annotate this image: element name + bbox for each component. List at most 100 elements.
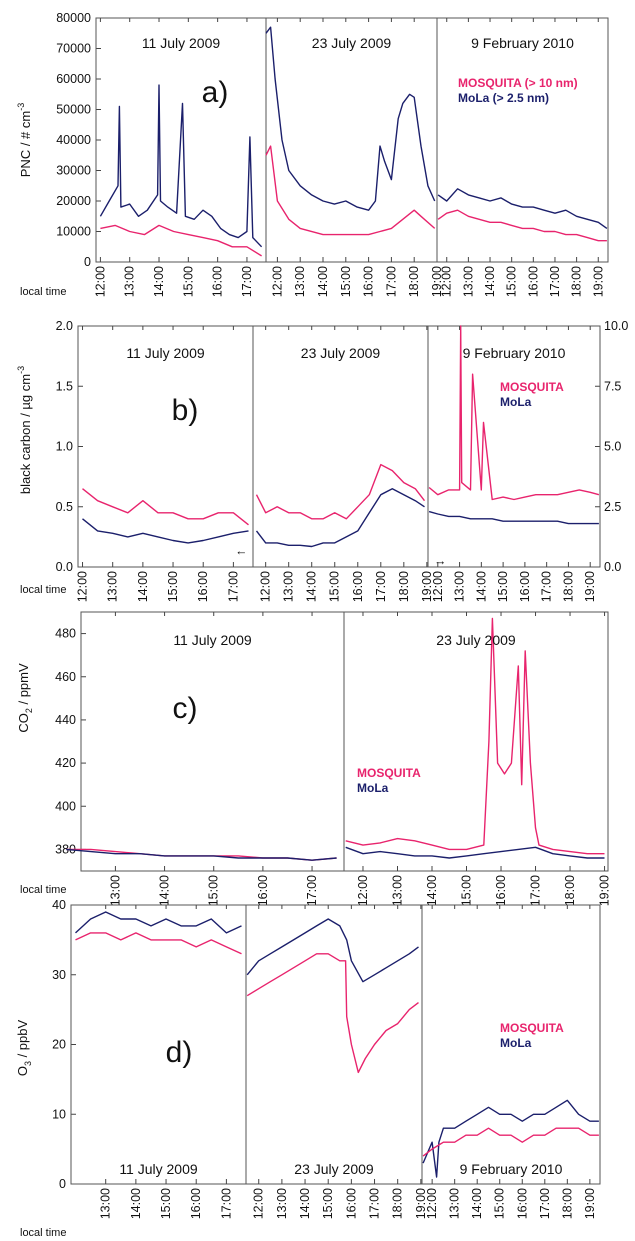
x-tick-label: 16:00 (526, 266, 540, 297)
local-time-label: local time (20, 884, 66, 896)
y-tick-label-right: 5.0 (604, 440, 621, 454)
x-tick-label: 18:00 (561, 571, 575, 602)
x-tick-label: 13:00 (275, 1188, 289, 1219)
x-tick-label: 18:00 (391, 1188, 405, 1219)
x-tick-label: 15:00 (505, 266, 519, 297)
date-label: 11 July 2009 (126, 345, 205, 361)
series-line-mola (437, 188, 608, 229)
x-tick-label: 13:00 (108, 875, 122, 906)
date-label: 9 February 2010 (471, 35, 574, 51)
x-tick-label: 12:00 (252, 1188, 266, 1219)
y-tick-label: 0 (84, 255, 91, 269)
legend-entry: MOSQUITA (500, 1021, 564, 1035)
x-tick-label: 16:00 (189, 1188, 203, 1219)
x-tick-label: 18:00 (407, 266, 421, 297)
x-tick-label: 19:00 (430, 266, 444, 297)
x-tick-label: 19:00 (420, 571, 434, 602)
x-tick-label: 17:00 (219, 1188, 233, 1219)
series-line-mola (66, 848, 337, 861)
y-tick-label: 60000 (56, 72, 91, 86)
y-tick-label: 30000 (56, 164, 91, 178)
x-tick-label: 19:00 (583, 1188, 597, 1219)
panel-a: 0 10000 20000 30000 40000 50000 60000 70000 8000… (16, 11, 609, 298)
y-tick-label: 1.5 (56, 379, 73, 393)
x-tick-label: 16:00 (494, 875, 508, 906)
x-tick-label: 12:00 (431, 571, 445, 602)
y-axis-label-unit: / ppmV (16, 663, 31, 708)
x-tick-label: 17:00 (538, 1188, 552, 1219)
x-tick-label: 14:00 (425, 875, 439, 906)
x-tick-label: 14:00 (470, 1188, 484, 1219)
x-tick-label: 17:00 (368, 1188, 382, 1219)
subplot-1: 13:00 14:00 15:00 16:00 17:00 11 July 2009 (70, 904, 247, 1219)
x-tick-label: 15:00 (460, 875, 474, 906)
x-tick-label: 14:00 (474, 571, 488, 602)
y-tick-label: 0 (59, 1177, 66, 1191)
y-tick-label: 20 (52, 1038, 66, 1052)
x-tick-label: 12:00 (93, 266, 107, 297)
date-label: 9 February 2010 (460, 1161, 563, 1177)
y-tick-label-right: 0.0 (604, 560, 621, 574)
plot-frame (421, 904, 601, 1185)
x-tick-label: 12:00 (76, 571, 90, 602)
x-tick-label: 15:00 (207, 875, 221, 906)
series-line-mosquita (75, 932, 242, 955)
series-line-mola (82, 518, 249, 544)
y-tick-label: 40 (52, 898, 66, 912)
x-tick-label: 12:00 (356, 875, 370, 906)
series-line-mosquita (100, 224, 262, 257)
panel-letter: b) (172, 394, 199, 427)
subplot-3: 12:00 13:00 14:00 15:00 16:00 17:00 18:00 19:00… (427, 325, 601, 602)
subplot-2: 12:00 13:00 14:00 15:00 16:00 17:00 18:00 19:00… (265, 17, 444, 297)
subplot-1: 12:00 13:00 14:00 15:00 16:00 17:00 11 July 20… (93, 17, 267, 297)
y-tick-label: 40000 (56, 133, 91, 147)
legend-entry: MoLa (500, 1036, 532, 1050)
x-tick-label: 17:00 (529, 875, 543, 906)
y-tick-label: 2.0 (56, 319, 73, 333)
series-line-mosquita (246, 953, 419, 1074)
date-label: 9 February 2010 (463, 345, 566, 361)
x-tick-label: 15:00 (328, 571, 342, 602)
x-tick-label: 13:00 (448, 1188, 462, 1219)
series-line-mola (345, 846, 605, 859)
y-tick-label: 460 (55, 670, 76, 684)
series-line-mola (422, 1099, 599, 1178)
y-tick-label: 440 (55, 713, 76, 727)
x-tick-label: 17:00 (226, 571, 240, 602)
x-tick-label: 19:00 (591, 266, 605, 297)
y-axis-label: black carbon / µg cm-3 (16, 366, 33, 494)
x-tick-label: 17:00 (540, 571, 554, 602)
x-tick-label: 12:00 (440, 266, 454, 297)
series-line-mola (265, 26, 436, 211)
x-tick-label: 13:00 (99, 1188, 113, 1219)
x-tick-label: 13:00 (461, 266, 475, 297)
y-tick-label: 20000 (56, 194, 91, 208)
x-tick-label: 13:00 (453, 571, 467, 602)
y-axis-label: PNC / # cm-3 (16, 103, 33, 177)
x-tick-label: 15:00 (496, 571, 510, 602)
y-tick-label: 420 (55, 756, 76, 770)
x-tick-label: 15:00 (159, 1188, 173, 1219)
y-axis-label-sub: 3 (23, 1061, 33, 1066)
series-line-mosquita (422, 1127, 599, 1157)
subplot-3: 12:00 13:00 14:00 15:00 16:00 17:00 18:00 19:00… (436, 17, 609, 297)
x-tick-label: 15:00 (321, 1188, 335, 1219)
local-time-label: local time (20, 1227, 66, 1239)
x-tick-label: 16:00 (211, 266, 225, 297)
legend-entry: MoLa (357, 781, 389, 795)
plot-frame (252, 325, 429, 568)
x-tick-label: 15:00 (339, 266, 353, 297)
panel-letter: c) (173, 692, 198, 725)
y-tick-label: 480 (55, 627, 76, 641)
series-line-mosquita (82, 488, 249, 526)
x-tick-label: 16:00 (362, 266, 376, 297)
y-tick-label: 10000 (56, 225, 91, 239)
x-tick-label: 14:00 (152, 266, 166, 297)
date-label: 23 July 2009 (294, 1161, 374, 1177)
subplot-1: 12:00 13:00 14:00 15:00 16:00 17:00 11 July 20… (76, 325, 254, 602)
y-tick-label: 30 (52, 968, 66, 982)
subplot-2: 12:00 13:00 14:00 15:00 16:00 17:00 18:00 19:00… (252, 325, 434, 602)
x-tick-label: 15:00 (166, 571, 180, 602)
x-tick-label: 16:00 (518, 571, 532, 602)
series-line-mosquita (255, 463, 426, 520)
